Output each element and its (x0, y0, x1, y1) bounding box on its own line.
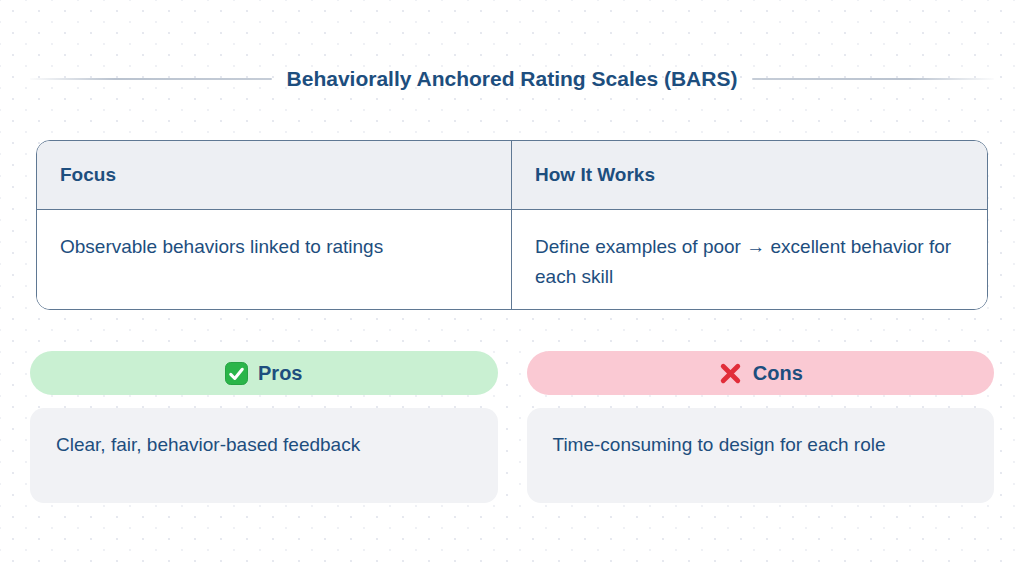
bars-table: Focus How It Works Observable behaviors … (36, 140, 988, 310)
title-divider-right (752, 78, 994, 80)
title-row: Behaviorally Anchored Rating Scales (BAR… (30, 64, 994, 94)
cons-card: Time-consuming to design for each role (527, 408, 995, 503)
table-header-how-it-works: How It Works (512, 141, 987, 210)
pros-text: Clear, fair, behavior-based feedback (56, 434, 360, 455)
pros-column: Pros Clear, fair, behavior-based feedbac… (30, 351, 498, 503)
cross-mark-icon (718, 361, 743, 386)
pros-cons-section: Pros Clear, fair, behavior-based feedbac… (0, 351, 1024, 503)
cons-text: Time-consuming to design for each role (553, 434, 886, 455)
pros-card: Clear, fair, behavior-based feedback (30, 408, 498, 503)
pros-label: Pros (258, 362, 302, 385)
cons-column: Cons Time-consuming to design for each r… (527, 351, 995, 503)
table-cell-how-it-works: Define examples of poor → excellent beha… (512, 210, 987, 309)
table-cell-focus: Observable behaviors linked to ratings (37, 210, 512, 309)
bars-infographic: Behaviorally Anchored Rating Scales (BAR… (0, 64, 1024, 503)
page-title: Behaviorally Anchored Rating Scales (BAR… (287, 64, 738, 94)
check-mark-icon (225, 362, 248, 385)
pros-header-pill: Pros (30, 351, 498, 395)
title-divider-left (30, 78, 272, 80)
cons-label: Cons (753, 362, 803, 385)
cons-header-pill: Cons (527, 351, 995, 395)
bars-table-grid: Focus How It Works Observable behaviors … (37, 141, 987, 309)
table-header-focus: Focus (37, 141, 512, 210)
